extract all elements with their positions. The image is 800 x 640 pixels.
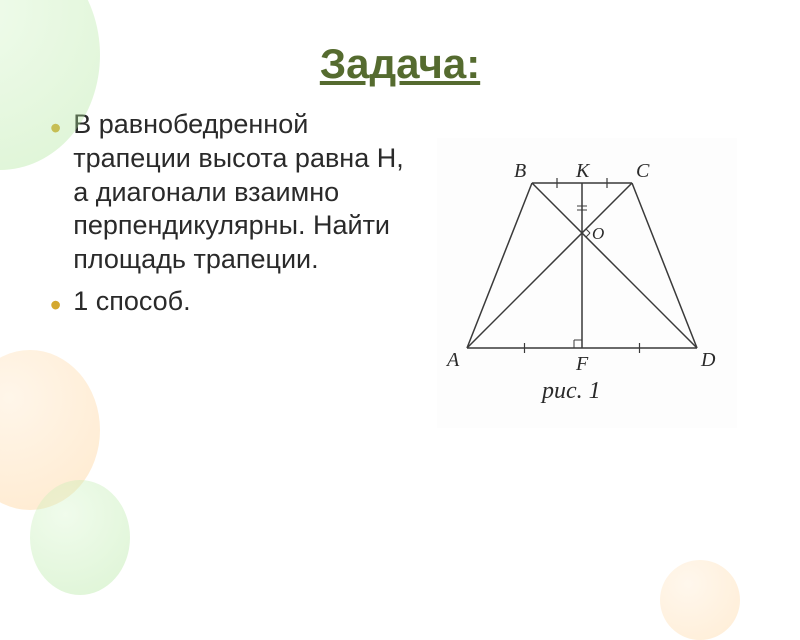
svg-text:O: O [592, 224, 604, 243]
svg-text:K: K [575, 160, 591, 182]
decorative-balloon [660, 560, 740, 640]
svg-text:рис. 1: рис. 1 [540, 378, 601, 404]
svg-text:C: C [636, 160, 650, 182]
svg-text:B: B [514, 160, 526, 182]
svg-text:A: A [445, 349, 460, 371]
bullet-marker: • [50, 289, 61, 321]
bullet-item: • В равнобедренной трапеции высота равна… [50, 108, 405, 277]
svg-text:D: D [700, 349, 716, 371]
figure-column: A B C D K F Oрис. 1 [425, 108, 750, 428]
slide-title: Задача: [0, 0, 800, 108]
bullet-text: В равнобедренной трапеции высота равна Н… [73, 108, 405, 277]
text-column: • В равнобедренной трапеции высота равна… [50, 108, 425, 428]
trapezoid-diagram: A B C D K F Oрис. 1 [437, 138, 737, 428]
bullet-item: • 1 способ. [50, 285, 405, 321]
svg-text:F: F [575, 353, 589, 375]
bullet-text: 1 способ. [73, 285, 190, 319]
content-area: • В равнобедренной трапеции высота равна… [0, 108, 800, 428]
decorative-balloon [30, 480, 130, 595]
geometry-figure: A B C D K F Oрис. 1 [437, 138, 737, 428]
